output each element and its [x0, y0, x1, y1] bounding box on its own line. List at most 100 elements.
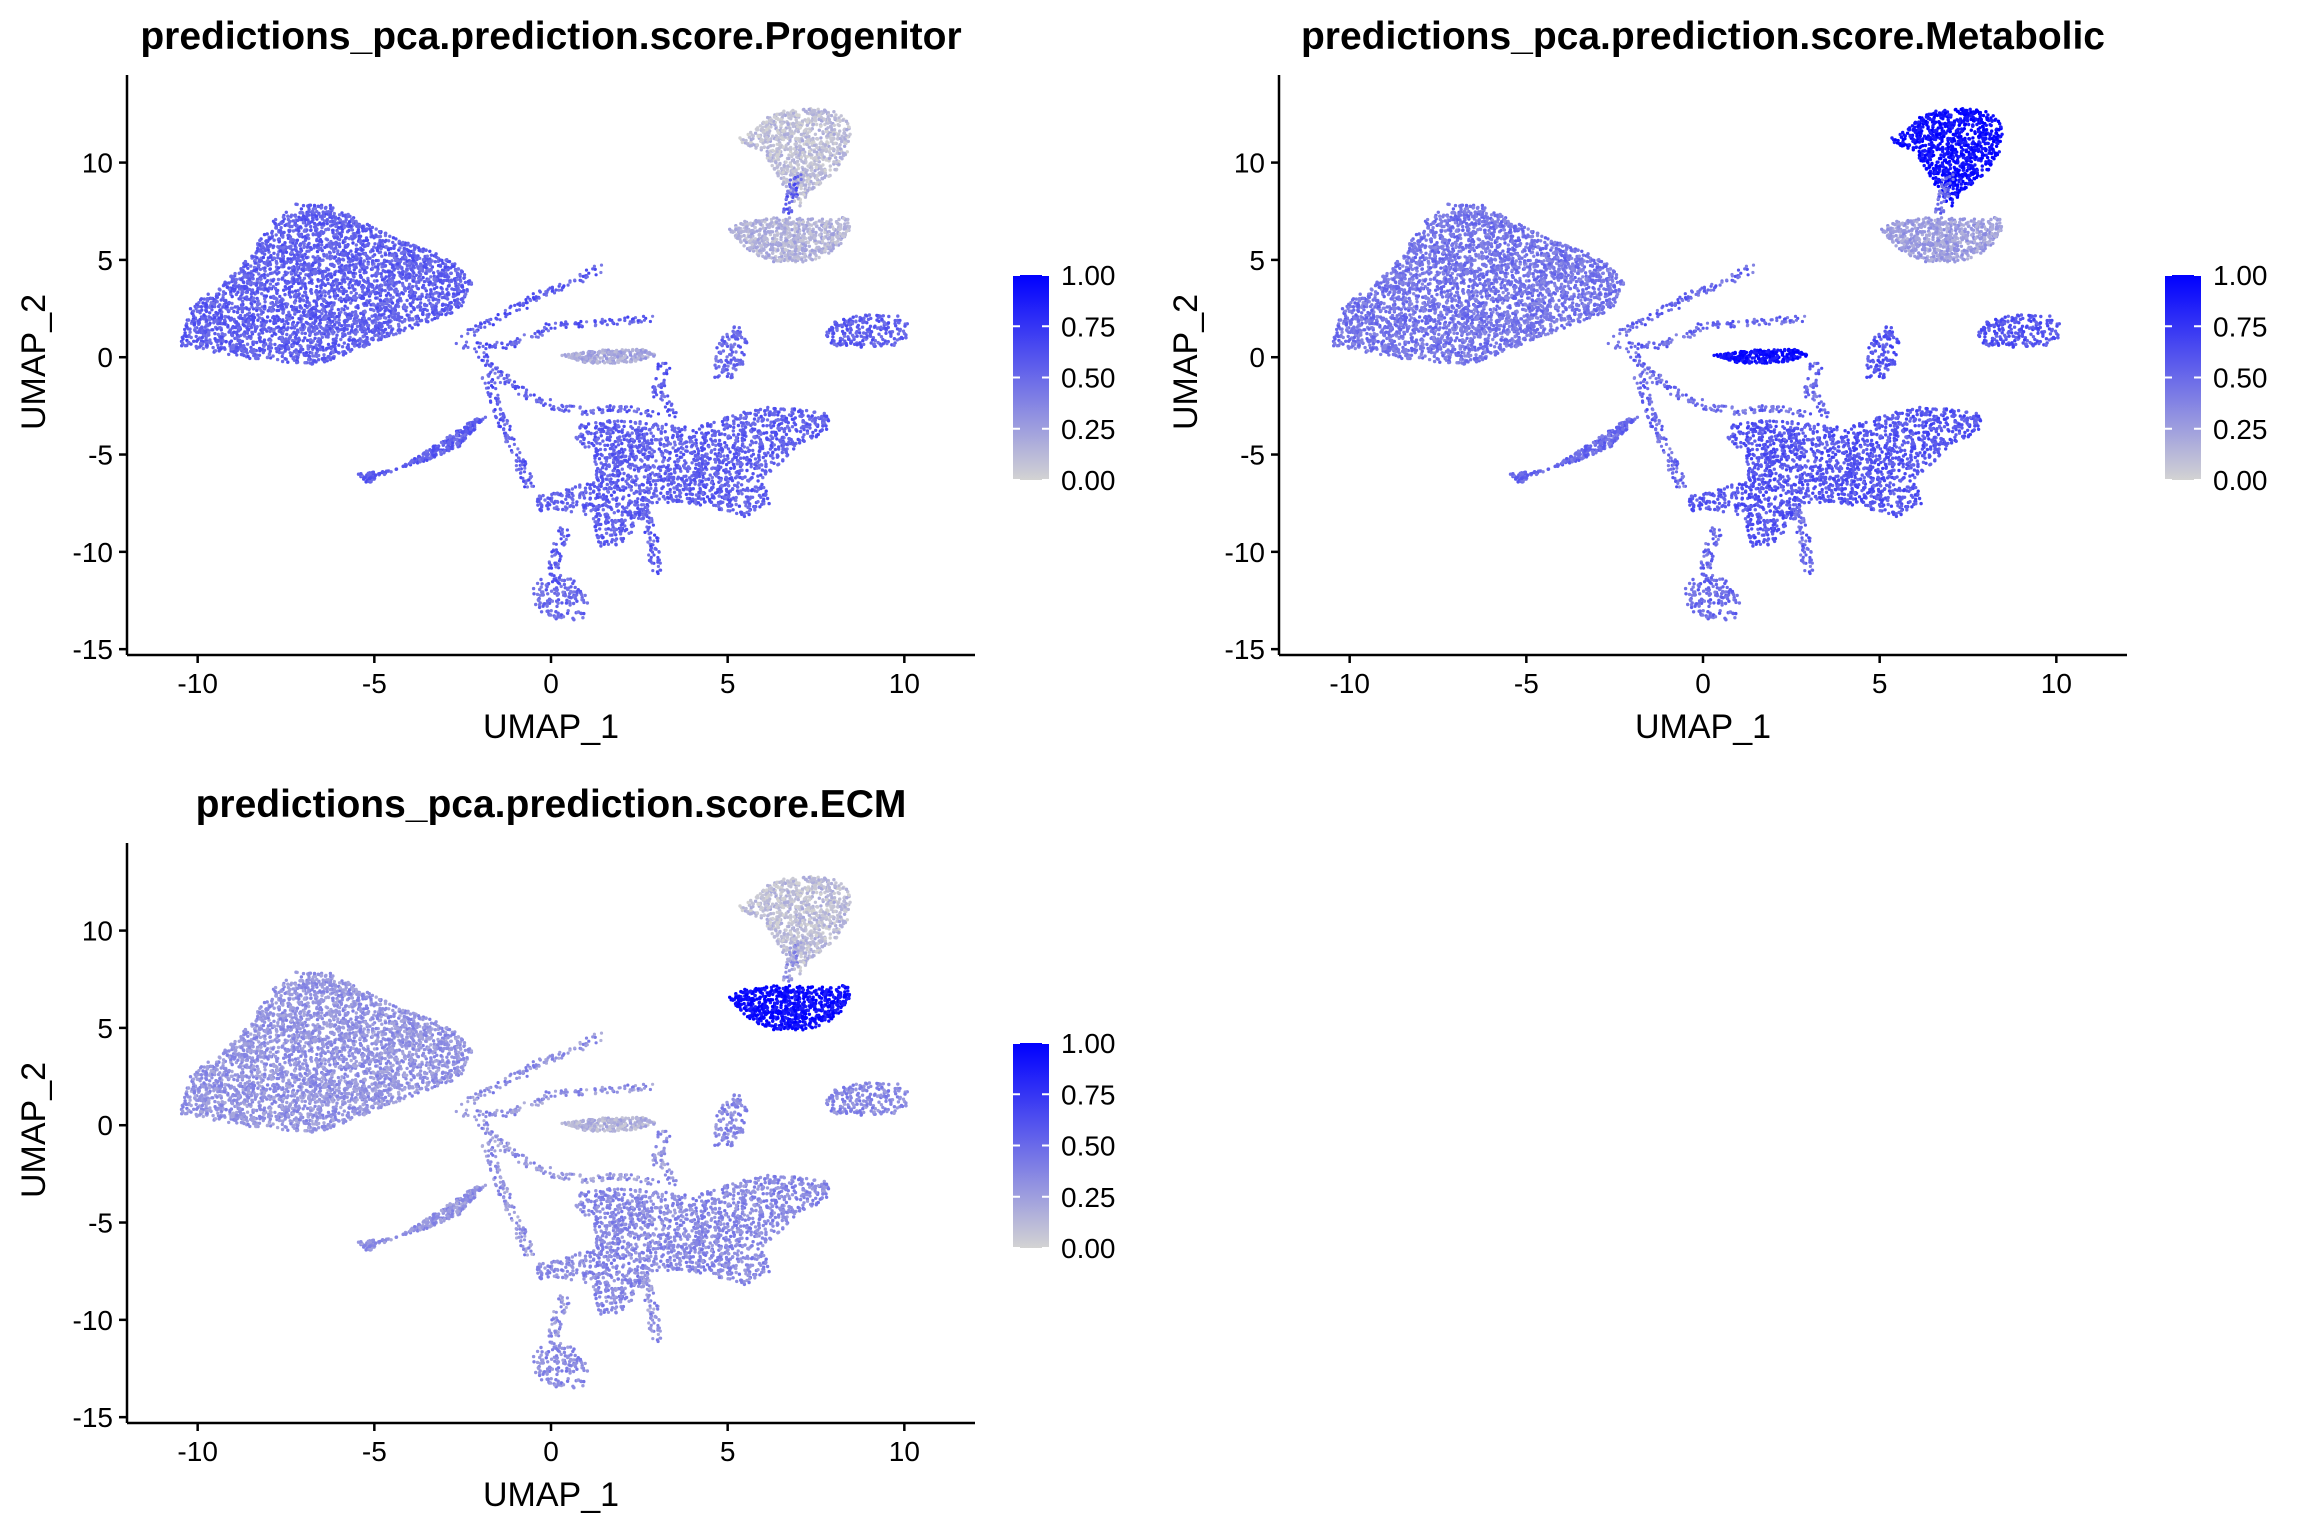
cell-point [249, 274, 254, 278]
cell-point [303, 282, 307, 286]
cell-point [774, 161, 778, 165]
cell-point [426, 294, 430, 298]
cell-point [404, 464, 408, 468]
cell-point [216, 343, 220, 347]
cell-point [817, 113, 821, 118]
cell-point [303, 290, 308, 295]
cell-point [257, 346, 262, 351]
cell-point [340, 307, 344, 311]
cell-point [204, 309, 209, 314]
cell-point [235, 345, 239, 350]
cell-point [364, 319, 368, 323]
cell-point [342, 341, 346, 345]
cell-point [395, 258, 399, 263]
cell-point [260, 292, 264, 296]
cell-point [813, 115, 818, 119]
cell-point [280, 359, 285, 364]
cell-point [446, 284, 451, 288]
cell-point [193, 329, 197, 333]
cell-point [845, 150, 849, 154]
cell-point [829, 124, 833, 128]
cell-point [328, 220, 333, 224]
cell-point [284, 357, 288, 361]
cell-point [275, 272, 279, 276]
cell-point [832, 147, 836, 152]
cell-point [208, 340, 212, 345]
cell-point [336, 307, 341, 312]
cell-point [416, 305, 420, 309]
cell-point [241, 332, 246, 336]
cell-point [203, 329, 207, 333]
cell-point [799, 132, 803, 137]
cell-point [288, 317, 292, 321]
cell-point [347, 228, 351, 232]
cell-point [353, 296, 357, 300]
cell-point [769, 118, 774, 123]
cell-point [321, 276, 326, 280]
cell-point [324, 205, 328, 210]
cell-point [796, 129, 800, 134]
cell-point [272, 331, 277, 336]
cell-point [404, 278, 409, 282]
cell-point [277, 240, 281, 244]
cell-point [361, 296, 366, 300]
cell-point [304, 224, 308, 228]
cell-point [308, 332, 312, 336]
cell-point [812, 149, 816, 154]
cell-point [285, 245, 290, 250]
cell-point [192, 322, 197, 326]
cell-point [395, 262, 400, 266]
cell-point [273, 342, 277, 347]
cell-point [409, 290, 413, 295]
cell-point [325, 253, 329, 257]
panel-progenitor: predictions_pca.prediction.score.Progeni… [15, 15, 1116, 746]
cell-point [350, 325, 354, 329]
cell-point [268, 329, 272, 334]
cell-point [341, 240, 345, 245]
cell-point [301, 310, 305, 314]
cell-point [295, 328, 300, 332]
cell-point [377, 245, 381, 249]
cell-point [316, 266, 321, 270]
cell-point [404, 270, 408, 275]
cell-point [402, 328, 406, 333]
cell-point [439, 310, 443, 314]
cell-point [290, 322, 295, 327]
cell-point [424, 248, 428, 252]
cell-point [322, 230, 326, 235]
cell-point [238, 297, 242, 301]
cell-point [214, 294, 219, 299]
cell-point [431, 310, 435, 315]
cell-point [246, 266, 250, 270]
cell-point [766, 115, 770, 120]
cell-point [299, 233, 303, 237]
cell-point [295, 224, 299, 228]
cell-point [286, 214, 290, 218]
cell-point [279, 226, 283, 230]
cell-point [304, 286, 308, 290]
cell-point [240, 299, 245, 304]
cell-point [396, 322, 401, 327]
cell-point [414, 280, 419, 285]
cell-point [455, 433, 459, 438]
cell-point [366, 284, 371, 289]
cell-point [348, 296, 353, 301]
cell-point [802, 193, 806, 197]
cell-point [825, 130, 829, 134]
cell-point [441, 279, 445, 283]
cell-point [329, 246, 334, 250]
cell-point [332, 356, 336, 360]
cell-point [292, 255, 297, 259]
cell-point [833, 116, 838, 121]
cell-point [288, 237, 292, 241]
cell-point [336, 261, 341, 265]
cell-point [286, 217, 290, 222]
cell-point [350, 310, 355, 314]
cell-point [800, 139, 805, 143]
cell-point [379, 337, 383, 342]
cell-point [255, 308, 259, 313]
cell-point [212, 302, 217, 307]
cell-point [234, 277, 239, 282]
cell-point [359, 472, 363, 476]
cell-point [279, 298, 283, 302]
